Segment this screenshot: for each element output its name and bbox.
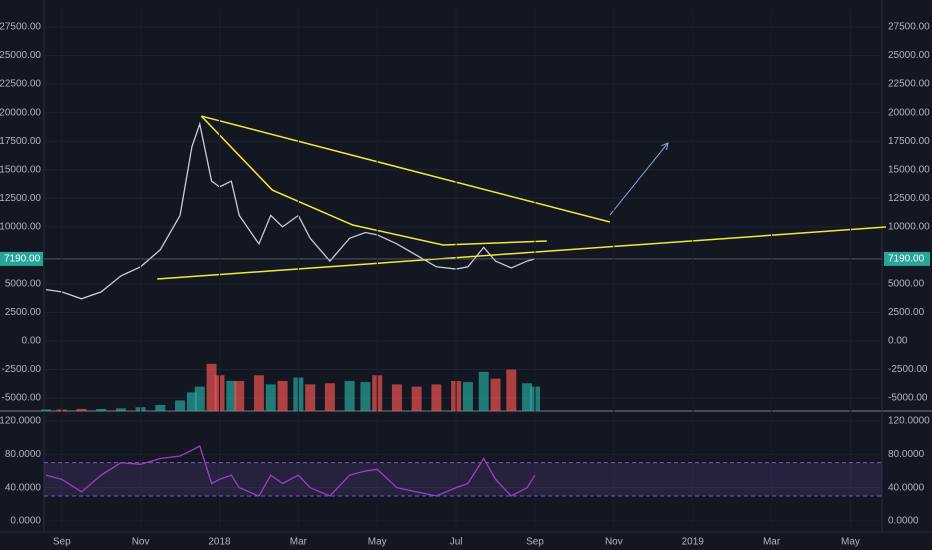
last-price-box [0, 251, 43, 266]
x-tick-label: Mar [763, 537, 781, 548]
volume-bar [305, 384, 316, 411]
volume-bar [194, 386, 205, 411]
y-tick-label: 40.0000 [888, 482, 925, 493]
y-tick-label: 80.0000 [888, 449, 925, 460]
y-tick-label: -2500.00 [2, 364, 42, 375]
volume-bar [234, 380, 245, 411]
y-tick-label: -5000.00 [2, 393, 42, 404]
series-line [45, 121, 536, 300]
volume-bar [506, 369, 517, 411]
x-tick-label: Jul [450, 537, 463, 548]
x-tick-label: Sep [53, 537, 71, 548]
y-tick-label: 12500.00 [0, 193, 41, 204]
y-tick-label: 15000.00 [0, 164, 41, 175]
y-tick-label: 5000.00 [888, 279, 925, 290]
x-tick-label: Nov [605, 537, 623, 548]
y-tick-label: 10000.00 [888, 221, 930, 232]
volume-bar [478, 371, 489, 411]
y-tick-label: 2500.00 [888, 307, 925, 318]
trend-line [157, 226, 886, 280]
y-tick-label: 0.0000 [888, 516, 919, 527]
volume-bar [411, 386, 422, 411]
x-tick-label: May [368, 537, 387, 548]
volume-bar [360, 382, 371, 411]
volume-bar [76, 408, 87, 411]
y-tick-label: 12500.00 [888, 193, 930, 204]
x-tick-label: May [841, 537, 860, 548]
x-tick-label: 2019 [682, 537, 705, 548]
volume-bar [431, 384, 442, 411]
y-tick-label: 27500.00 [888, 22, 930, 33]
volume-bar [462, 382, 473, 411]
series-line [45, 445, 536, 497]
last-price-label: 7190.00 [888, 254, 925, 265]
volume-bar [206, 363, 217, 411]
y-tick-label: 27500.00 [0, 22, 41, 33]
y-tick-label: 5000.00 [5, 279, 42, 290]
y-tick-label: 17500.00 [888, 136, 930, 147]
y-tick-label: 0.0000 [10, 516, 41, 527]
last-price-box [884, 251, 930, 266]
y-tick-label: 0.00 [22, 336, 42, 347]
volume-bar [40, 409, 51, 411]
volume-bar [490, 378, 501, 411]
volume-bar [96, 408, 107, 411]
volume-bar [391, 384, 402, 411]
y-tick-label: 0.00 [888, 336, 908, 347]
volume-bar [522, 383, 533, 411]
x-tick-label: Nov [132, 537, 150, 548]
y-tick-label: 120.0000 [0, 416, 41, 427]
rsi-band [44, 462, 882, 496]
y-tick-label: 15000.00 [888, 164, 930, 175]
y-tick-label: 10000.00 [0, 221, 41, 232]
y-tick-label: -2500.00 [888, 364, 928, 375]
volume-bar [344, 380, 355, 411]
y-tick-label: 120.0000 [888, 416, 930, 427]
trend-line [201, 115, 611, 223]
volume-bar [186, 392, 197, 411]
arrow-head [661, 142, 669, 150]
y-tick-label: 2500.00 [5, 307, 42, 318]
trend-line [200, 115, 547, 246]
volume-bar [115, 408, 126, 411]
volume-bar [155, 404, 166, 411]
last-price-label: 7190.00 [4, 254, 41, 265]
x-tick-label: 2018 [208, 537, 231, 548]
volume-bar [253, 375, 264, 411]
y-tick-label: 25000.00 [888, 50, 930, 61]
volume-bar [175, 400, 186, 411]
y-tick-label: 80.0000 [5, 449, 42, 460]
arrow [609, 142, 669, 216]
x-tick-label: Mar [290, 537, 308, 548]
volume-bar [226, 380, 237, 411]
y-tick-label: 17500.00 [0, 136, 41, 147]
y-tick-label: 40.0000 [5, 482, 42, 493]
x-tick-label: Sep [526, 537, 544, 548]
y-tick-label: -5000.00 [888, 393, 928, 404]
volume-bar [324, 383, 335, 411]
volume-bar [265, 384, 276, 411]
y-tick-label: 22500.00 [0, 79, 41, 90]
volume-bar [277, 380, 288, 411]
y-tick-label: 25000.00 [0, 50, 41, 61]
y-tick-label: 20000.00 [0, 107, 41, 118]
y-tick-label: 20000.00 [888, 107, 930, 118]
y-tick-label: 22500.00 [888, 79, 930, 90]
